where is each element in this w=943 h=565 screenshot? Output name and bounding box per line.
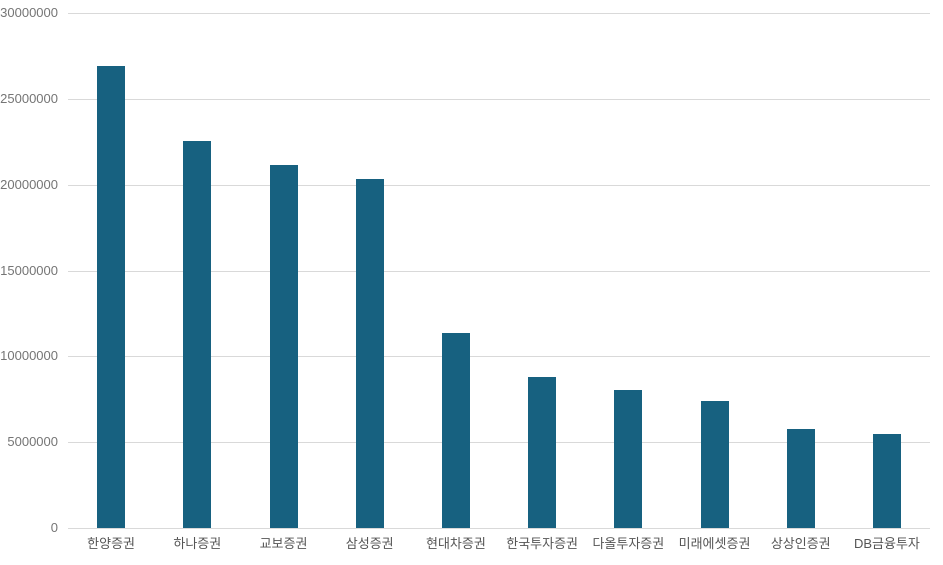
bar bbox=[269, 164, 298, 528]
bar bbox=[614, 389, 643, 528]
bar-slot bbox=[327, 13, 413, 528]
bar bbox=[183, 140, 212, 528]
x-tick-label: 교보증권 bbox=[259, 536, 308, 551]
x-tick-label: 한양증권 bbox=[87, 536, 136, 551]
bar-slot bbox=[240, 13, 326, 528]
y-tick-label: 10000000 bbox=[0, 348, 58, 364]
plot-area bbox=[68, 13, 930, 529]
bar-slot bbox=[758, 13, 844, 528]
bar bbox=[355, 178, 384, 528]
y-tick-label: 5000000 bbox=[7, 434, 58, 450]
bar bbox=[441, 333, 470, 528]
x-tick-label: 현대차증권 bbox=[426, 536, 486, 551]
y-axis: 0 5000000 10000000 15000000 20000000 25000000… bbox=[0, 6, 58, 535]
bar-slot bbox=[585, 13, 671, 528]
bar-slot bbox=[671, 13, 757, 528]
bar bbox=[786, 428, 815, 528]
y-tick-label: 0 bbox=[50, 520, 58, 535]
x-tick-label: 삼성증권 bbox=[345, 536, 394, 551]
bar bbox=[872, 434, 901, 528]
gridlines bbox=[68, 13, 930, 529]
bar bbox=[700, 400, 729, 528]
bar-slot bbox=[499, 13, 585, 528]
gridline bbox=[68, 270, 930, 272]
y-tick-label: 25000000 bbox=[0, 90, 58, 106]
gridline bbox=[68, 442, 930, 444]
gridline bbox=[68, 184, 930, 186]
gridline bbox=[68, 98, 930, 100]
gridline bbox=[68, 528, 930, 529]
bar-series bbox=[68, 13, 930, 528]
x-tick-label: 상상인증권 bbox=[770, 536, 831, 551]
bar-slot bbox=[844, 13, 930, 528]
bar-slot bbox=[68, 13, 154, 528]
x-tick-label: 다올투자증권 bbox=[592, 536, 665, 551]
x-tick-label: 미래에셋증권 bbox=[678, 536, 751, 551]
x-tick-label: 하나증권 bbox=[173, 536, 222, 551]
bar-slot bbox=[154, 13, 240, 528]
bar bbox=[97, 66, 126, 528]
y-tick-label: 20000000 bbox=[0, 176, 58, 192]
y-tick-label: 30000000 bbox=[0, 5, 58, 20]
bar bbox=[528, 376, 557, 528]
x-tick-label: DB금융투자 bbox=[853, 536, 920, 551]
x-axis: 한양증권 하나증권 교보증권 삼성증권 현대차증권 한국투자증권 다올투자증권 미래에셋증권 상… bbox=[68, 536, 930, 552]
gridline bbox=[68, 356, 930, 358]
bar-slot bbox=[413, 13, 499, 528]
gridline bbox=[68, 13, 930, 14]
x-tick-label: 한국투자증권 bbox=[506, 536, 578, 551]
y-tick-label: 15000000 bbox=[0, 262, 58, 278]
